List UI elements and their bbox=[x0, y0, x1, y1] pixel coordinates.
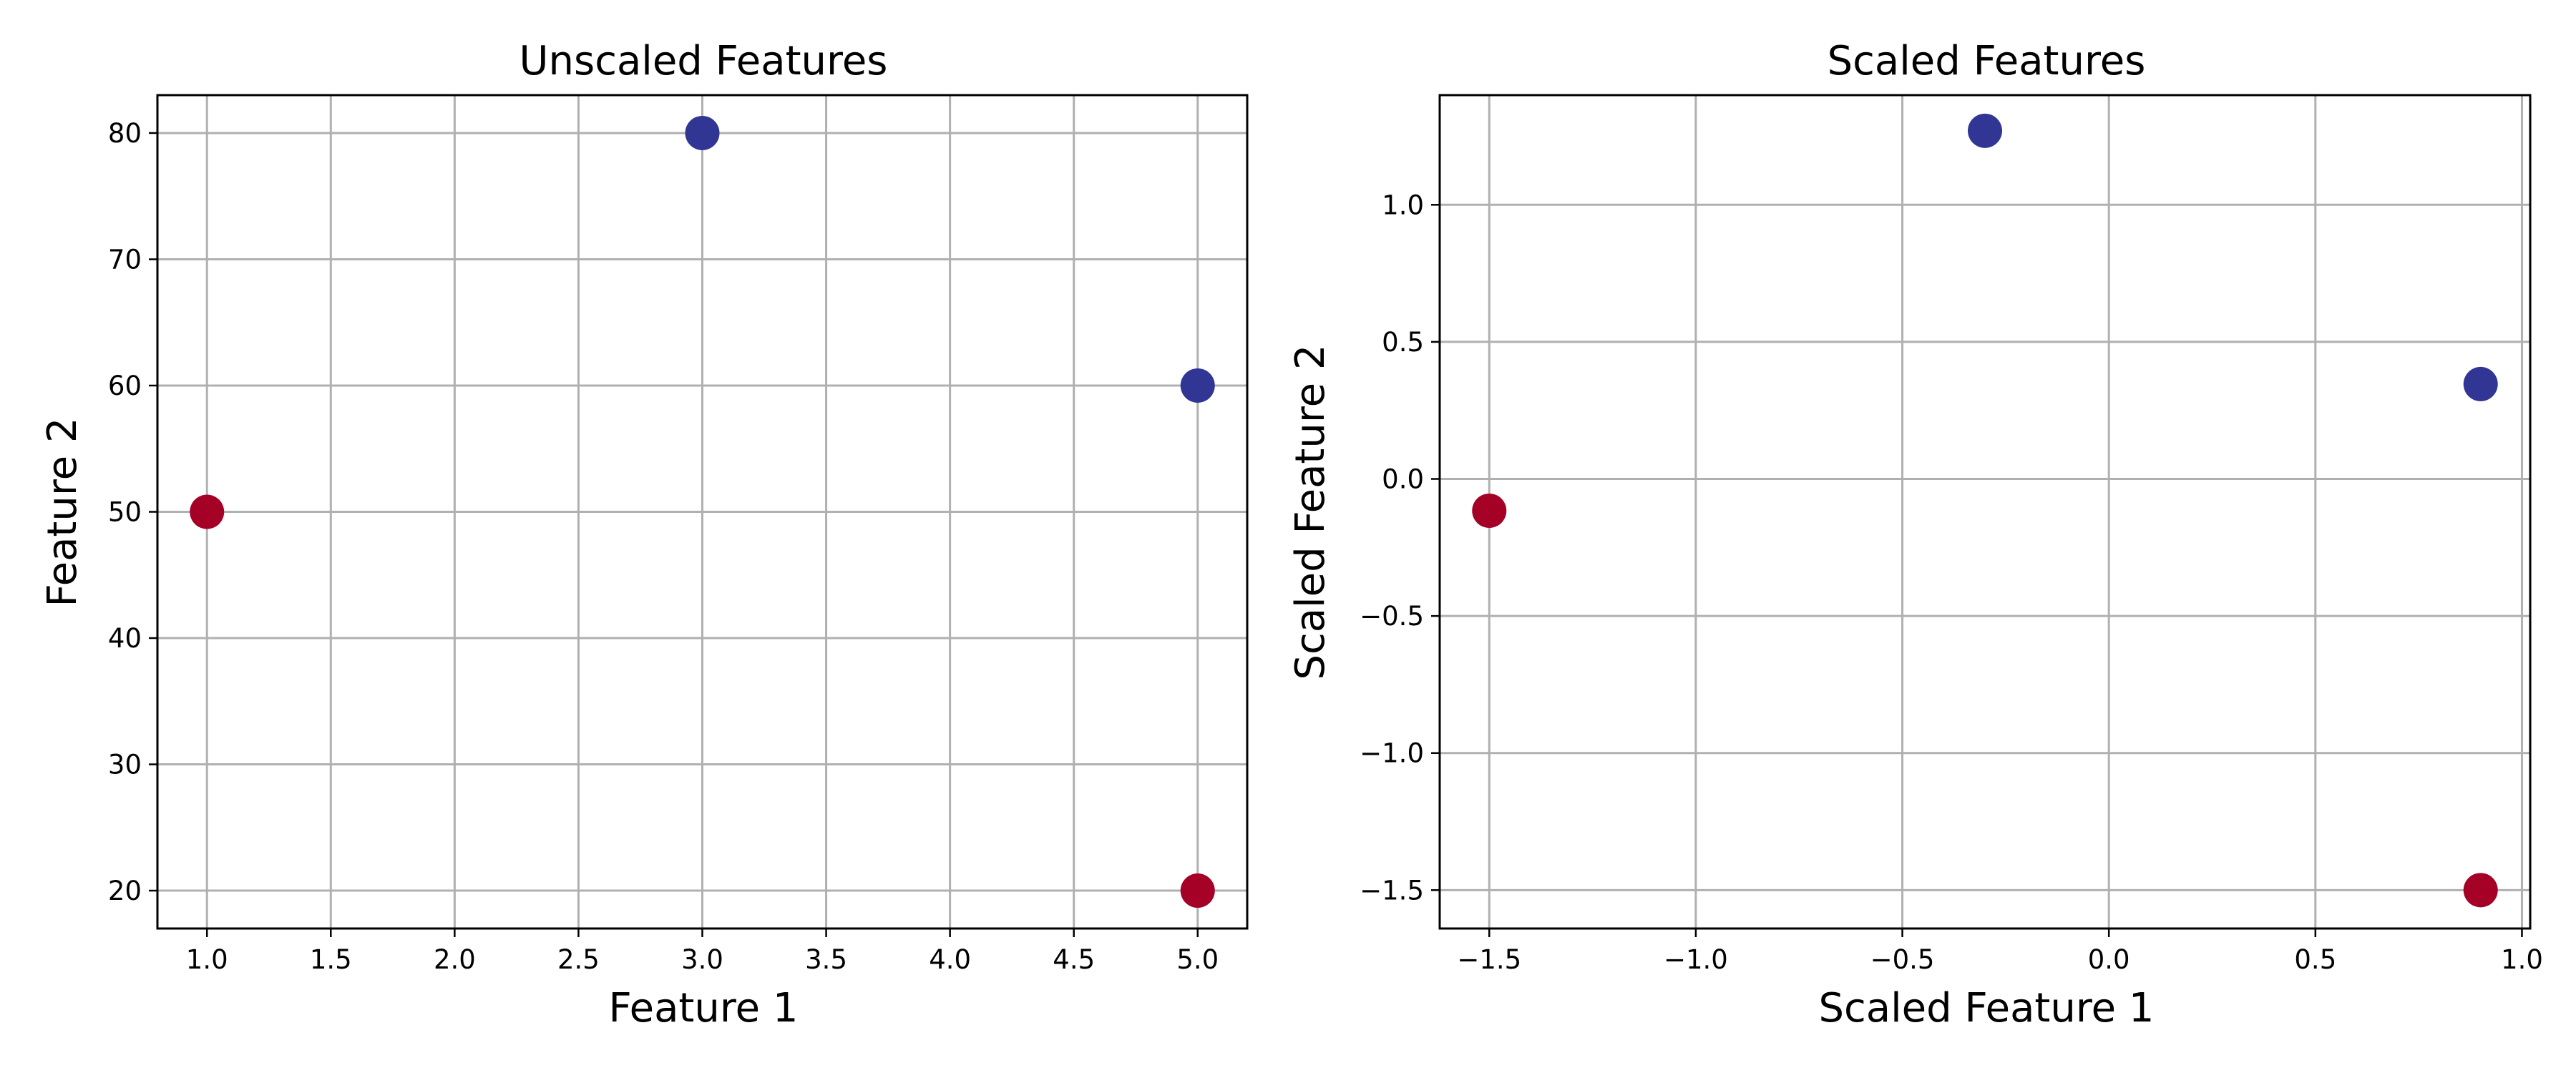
chart-title: Scaled Features bbox=[1828, 38, 2146, 84]
x-tick-label: 1.0 bbox=[186, 944, 228, 975]
y-tick-label: 40 bbox=[108, 623, 142, 654]
x-axis-label: Scaled Feature 1 bbox=[1818, 985, 2154, 1032]
y-tick-label: −0.5 bbox=[1360, 601, 1424, 632]
y-axis-label: Feature 2 bbox=[39, 417, 86, 607]
scatter-point bbox=[2463, 873, 2498, 908]
y-tick-label: 1.0 bbox=[1382, 190, 1424, 220]
x-tick-label: 3.0 bbox=[681, 944, 723, 975]
x-tick-label: 1.5 bbox=[310, 944, 352, 975]
grid bbox=[157, 95, 1247, 929]
x-axis-label: Feature 1 bbox=[608, 985, 798, 1032]
x-tick-label: 4.5 bbox=[1053, 944, 1095, 975]
y-tick-label: 70 bbox=[108, 244, 142, 275]
scatter-point bbox=[2463, 366, 2498, 401]
y-tick-label: 60 bbox=[108, 371, 142, 401]
x-tick-label: 0.0 bbox=[2088, 944, 2130, 975]
scatter-point bbox=[190, 494, 225, 529]
x-tick-label: −1.5 bbox=[1457, 944, 1521, 975]
x-tick-label: 4.0 bbox=[929, 944, 971, 975]
x-tick-label: 5.0 bbox=[1176, 944, 1219, 975]
y-tick-label: 80 bbox=[108, 118, 142, 149]
y-tick-label: 0.5 bbox=[1382, 327, 1424, 358]
y-axis-label: Scaled Feature 2 bbox=[1287, 344, 1334, 680]
x-tick-label: −0.5 bbox=[1870, 944, 1935, 975]
y-tick-label: 20 bbox=[108, 876, 142, 906]
scatter-point bbox=[1472, 493, 1507, 528]
scatter-point bbox=[1180, 368, 1215, 403]
scatter-point bbox=[685, 115, 720, 150]
x-tick-label: −1.0 bbox=[1664, 944, 1728, 975]
x-tick-label: 0.5 bbox=[2294, 944, 2336, 975]
chart-title: Unscaled Features bbox=[519, 38, 888, 84]
left-chart: Unscaled Features Feature 1 Feature 2 1.… bbox=[39, 38, 1249, 1032]
x-tick-label: 2.5 bbox=[557, 944, 600, 975]
y-tick-label: −1.0 bbox=[1360, 738, 1424, 769]
right-chart: Scaled Features Scaled Feature 1 Scaled … bbox=[1287, 38, 2543, 1032]
y-tick-label: 50 bbox=[108, 497, 142, 528]
x-tick-label: 3.5 bbox=[805, 944, 847, 975]
plot-frame bbox=[1438, 94, 2532, 930]
x-tick-label: 1.0 bbox=[2501, 944, 2543, 975]
scatter-point bbox=[1968, 113, 2002, 148]
scatter-point bbox=[1180, 873, 1215, 908]
y-tick-label: 30 bbox=[108, 750, 142, 780]
y-tick-label: −1.5 bbox=[1360, 875, 1424, 906]
y-tick-label: 0.0 bbox=[1382, 464, 1424, 495]
x-tick-label: 2.0 bbox=[434, 944, 476, 975]
